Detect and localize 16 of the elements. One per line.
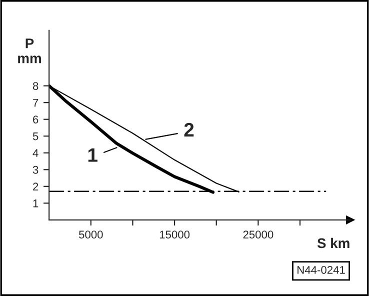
y-tick-label: 8 <box>32 82 38 90</box>
x-tick-label: 25000 <box>243 230 274 239</box>
y-tick-label: 3 <box>32 166 38 174</box>
y-tick-label: 4 <box>32 149 38 157</box>
y-tick-label: 6 <box>33 116 38 124</box>
x-axis-title: S km <box>317 238 350 248</box>
annotation: 2 <box>184 122 194 136</box>
y-tick-label: 2 <box>33 182 38 190</box>
annotation: 1 <box>88 148 98 162</box>
y-tick-label: 7 <box>33 98 38 107</box>
y-tick-label: 5 <box>32 132 38 140</box>
x-tick-label: 5000 <box>78 230 103 239</box>
y-tick-label: 1 <box>33 200 38 208</box>
x-tick-label: 15000 <box>160 230 190 239</box>
y-axis-title: P mm <box>18 38 41 64</box>
text: N44-0241 <box>298 266 345 274</box>
